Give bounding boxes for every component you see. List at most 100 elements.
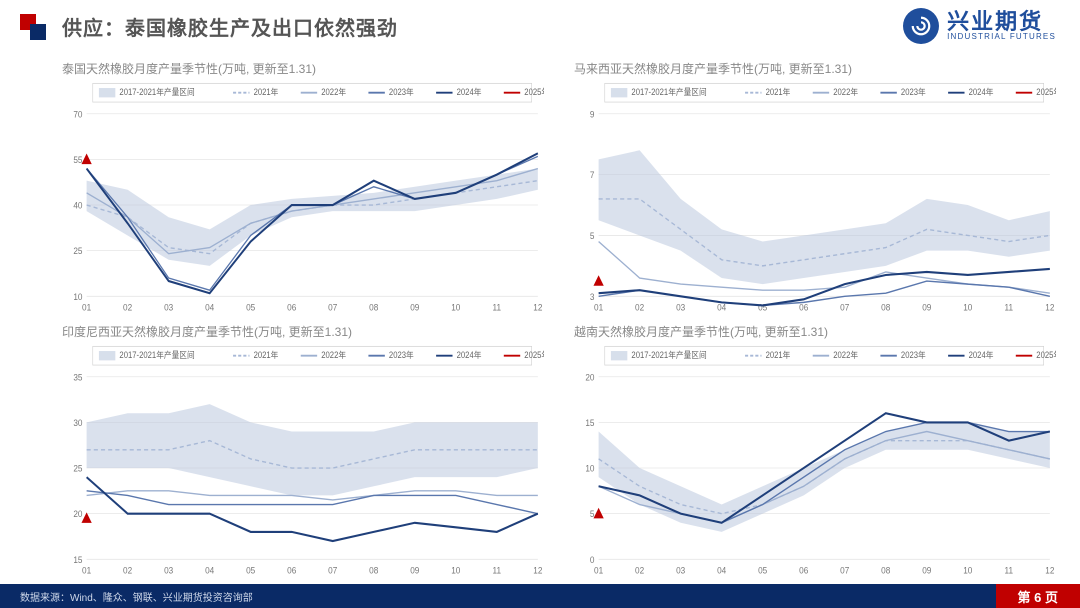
svg-text:30: 30 (73, 417, 82, 428)
svg-text:25: 25 (73, 463, 82, 474)
svg-text:2024年: 2024年 (457, 350, 482, 361)
logo-text: 兴业期货 INDUSTRIAL FUTURES (947, 11, 1056, 41)
svg-text:40: 40 (73, 200, 82, 211)
svg-text:10: 10 (963, 565, 972, 576)
page-number: 第 6 页 (996, 584, 1080, 608)
svg-text:09: 09 (410, 302, 419, 313)
svg-text:2025年: 2025年 (1036, 350, 1056, 361)
slide-page: 供应：泰国橡胶生产及出口依然强劲 兴业期货 INDUSTRIAL FUTURES… (0, 0, 1080, 608)
svg-text:07: 07 (840, 302, 849, 313)
footer-bar: 数据来源：Wind、隆众、钢联、兴业期货投资咨询部 (0, 584, 1080, 608)
svg-text:2023年: 2023年 (389, 87, 414, 98)
svg-text:05: 05 (246, 565, 255, 576)
svg-text:04: 04 (717, 565, 726, 576)
svg-text:12: 12 (1045, 302, 1054, 313)
svg-text:2017-2021年产量区间: 2017-2021年产量区间 (119, 350, 194, 361)
svg-text:03: 03 (676, 565, 685, 576)
svg-text:01: 01 (82, 302, 91, 313)
chart-indonesia: 印度尼西亚天然橡胶月度产量季节性(万吨, 更新至1.31) 1520253035… (62, 323, 544, 578)
svg-text:05: 05 (758, 565, 767, 576)
svg-text:10: 10 (963, 302, 972, 313)
svg-text:04: 04 (205, 302, 214, 313)
svg-text:2023年: 2023年 (901, 87, 926, 98)
svg-text:2021年: 2021年 (766, 87, 791, 98)
svg-text:06: 06 (799, 302, 808, 313)
svg-text:2017-2021年产量区间: 2017-2021年产量区间 (119, 87, 194, 98)
svg-text:2017-2021年产量区间: 2017-2021年产量区间 (631, 350, 706, 361)
svg-text:0: 0 (590, 554, 595, 565)
svg-text:06: 06 (287, 565, 296, 576)
svg-text:02: 02 (123, 565, 132, 576)
logo-en: INDUSTRIAL FUTURES (947, 33, 1056, 41)
svg-text:2024年: 2024年 (457, 87, 482, 98)
svg-text:02: 02 (123, 302, 132, 313)
footer-source: 数据来源：Wind、隆众、钢联、兴业期货投资咨询部 (0, 589, 253, 604)
logo-icon (903, 8, 939, 44)
svg-text:70: 70 (73, 109, 82, 120)
brand-logo: 兴业期货 INDUSTRIAL FUTURES (903, 8, 1056, 44)
chart-body: 15202530350102030405060708091011122017-2… (62, 344, 544, 578)
svg-text:04: 04 (205, 565, 214, 576)
svg-text:12: 12 (533, 302, 542, 313)
svg-text:01: 01 (594, 302, 603, 313)
svg-text:7: 7 (590, 170, 595, 181)
svg-text:09: 09 (922, 565, 931, 576)
svg-text:05: 05 (246, 302, 255, 313)
svg-text:2017-2021年产量区间: 2017-2021年产量区间 (631, 87, 706, 98)
svg-text:11: 11 (1005, 565, 1014, 576)
svg-text:03: 03 (676, 302, 685, 313)
svg-text:2021年: 2021年 (254, 350, 279, 361)
charts-grid: 泰国天然橡胶月度产量季节性(万吨, 更新至1.31) 1025405570010… (62, 60, 1056, 578)
svg-text:2021年: 2021年 (254, 87, 279, 98)
chart-body: 10254055700102030405060708091011122017-2… (62, 81, 544, 315)
svg-text:2021年: 2021年 (766, 350, 791, 361)
svg-text:01: 01 (82, 565, 91, 576)
chart-title: 越南天然橡胶月度产量季节性(万吨, 更新至1.31) (574, 323, 1056, 340)
svg-text:06: 06 (799, 565, 808, 576)
header: 供应：泰国橡胶生产及出口依然强劲 兴业期货 INDUSTRIAL FUTURES (0, 0, 1080, 56)
svg-text:25: 25 (73, 246, 82, 257)
svg-text:2023年: 2023年 (389, 350, 414, 361)
svg-text:03: 03 (164, 302, 173, 313)
page-title: 供应：泰国橡胶生产及出口依然强劲 (62, 12, 398, 41)
svg-text:2022年: 2022年 (321, 87, 346, 98)
svg-text:07: 07 (328, 302, 337, 313)
svg-text:2024年: 2024年 (969, 87, 994, 98)
svg-text:11: 11 (493, 302, 502, 313)
svg-text:07: 07 (840, 565, 849, 576)
svg-text:2022年: 2022年 (321, 350, 346, 361)
svg-text:08: 08 (369, 565, 378, 576)
svg-text:05: 05 (758, 302, 767, 313)
svg-text:11: 11 (1005, 302, 1014, 313)
svg-text:15: 15 (73, 554, 82, 565)
svg-text:12: 12 (1045, 565, 1054, 576)
svg-text:08: 08 (369, 302, 378, 313)
svg-text:2025年: 2025年 (524, 87, 544, 98)
svg-text:2024年: 2024年 (969, 350, 994, 361)
chart-title: 泰国天然橡胶月度产量季节性(万吨, 更新至1.31) (62, 60, 544, 77)
svg-text:20: 20 (73, 509, 82, 520)
svg-text:01: 01 (594, 565, 603, 576)
svg-text:10: 10 (451, 302, 460, 313)
svg-text:07: 07 (328, 565, 337, 576)
svg-text:11: 11 (493, 565, 502, 576)
svg-text:2025年: 2025年 (1036, 87, 1056, 98)
svg-text:15: 15 (585, 417, 594, 428)
svg-text:35: 35 (73, 372, 82, 383)
chart-malaysia: 马来西亚天然橡胶月度产量季节性(万吨, 更新至1.31) 35790102030… (574, 60, 1056, 315)
svg-text:10: 10 (73, 291, 82, 302)
svg-text:02: 02 (635, 302, 644, 313)
accent-blue-box (30, 24, 46, 40)
logo-cn: 兴业期货 (947, 11, 1056, 33)
svg-text:08: 08 (881, 302, 890, 313)
chart-vietnam: 越南天然橡胶月度产量季节性(万吨, 更新至1.31) 05 10 15 20 010 20… (574, 323, 1056, 578)
svg-text:12: 12 (533, 565, 542, 576)
svg-text:10: 10 (451, 565, 460, 576)
svg-text:20: 20 (585, 372, 594, 383)
svg-text:09: 09 (410, 565, 419, 576)
svg-text:5: 5 (590, 230, 595, 241)
svg-text:3: 3 (590, 291, 595, 302)
svg-text:06: 06 (287, 302, 296, 313)
svg-text:2023年: 2023年 (901, 350, 926, 361)
svg-text:9: 9 (590, 109, 595, 120)
